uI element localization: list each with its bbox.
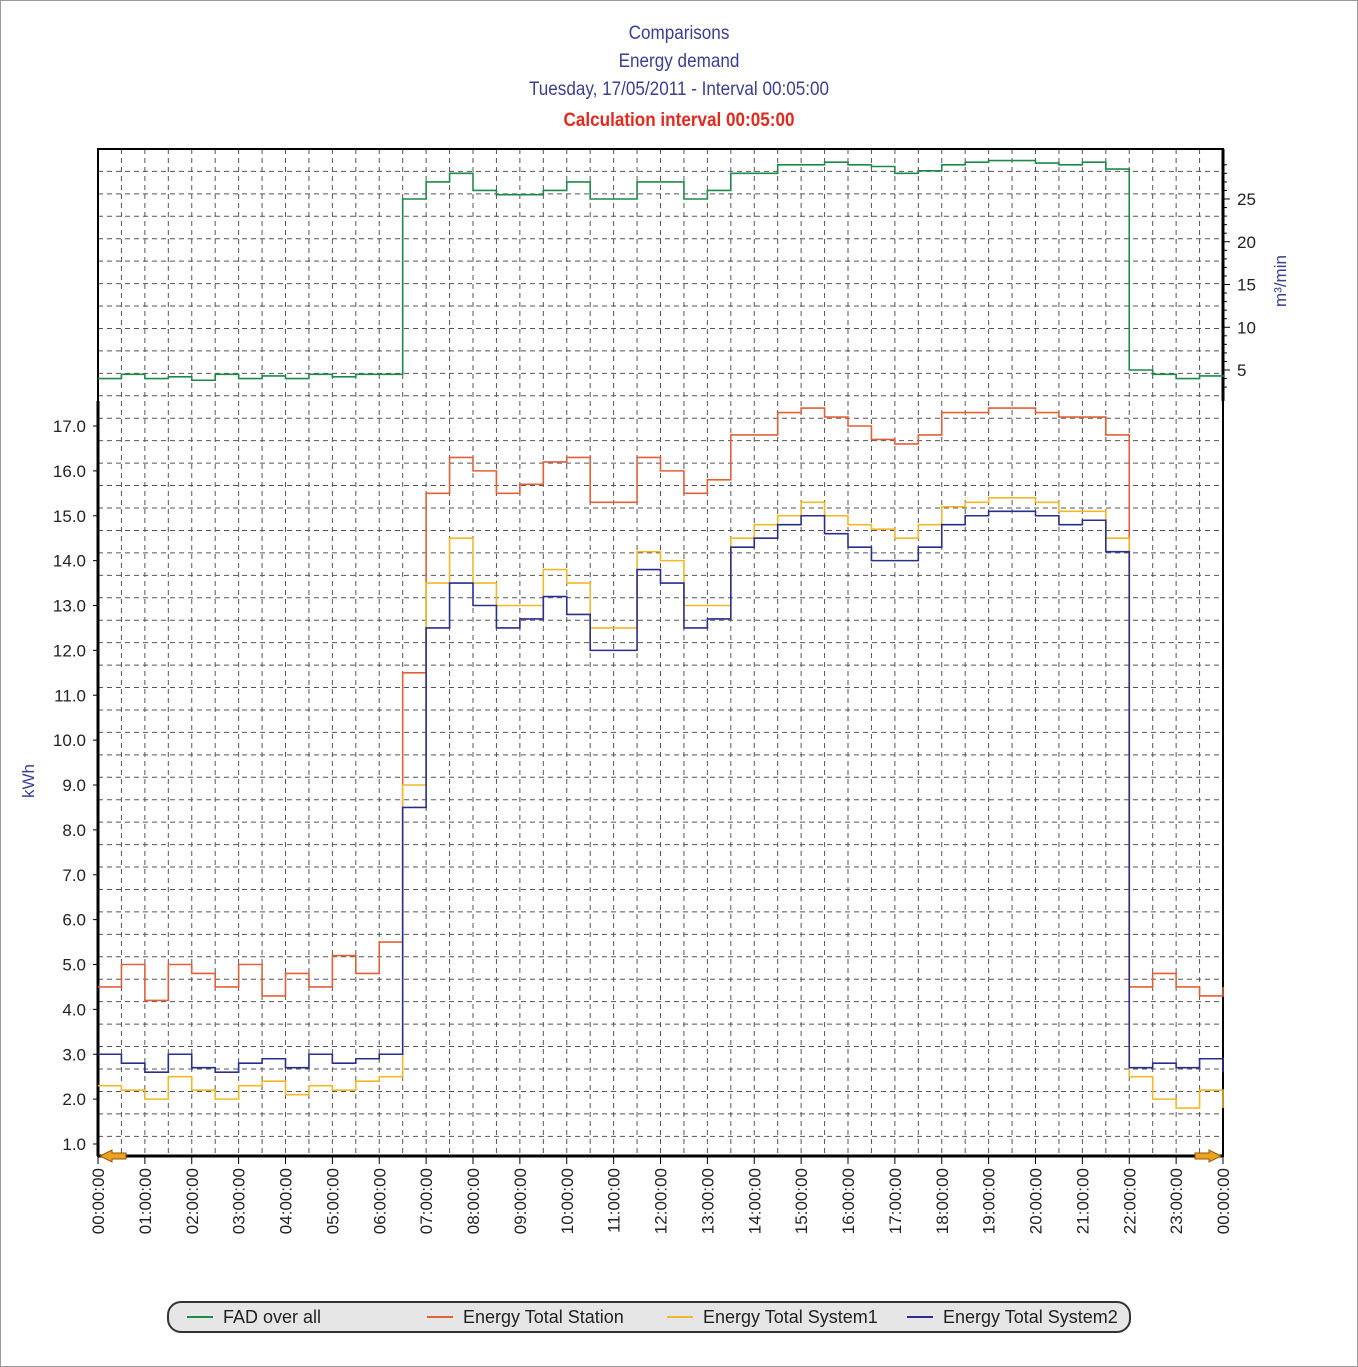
x-tick-label: 08:00:00 (464, 1168, 483, 1234)
x-tick-label: 13:00:00 (698, 1168, 717, 1234)
x-tick-label: 00:00:00 (1214, 1168, 1233, 1234)
y-tick-label: 3.0 (62, 1045, 86, 1064)
x-tick-label: 03:00:00 (230, 1168, 249, 1234)
y2-tick-label: 20 (1237, 233, 1256, 252)
x-tick-label: 15:00:00 (792, 1168, 811, 1234)
legend: FAD over all Energy Total Station Energy T… (167, 1301, 1131, 1333)
y-tick-label: 15.0 (53, 507, 86, 526)
x-tick-label: 12:00:00 (652, 1168, 671, 1234)
legend-item: FAD over all (187, 1307, 409, 1328)
series-line-fad-over-all (98, 159, 1224, 382)
y-tick-label: 16.0 (53, 462, 86, 481)
x-tick-label: 17:00:00 (886, 1168, 905, 1234)
x-tick-label: 00:00:00 (89, 1168, 108, 1234)
y-tick-label: 13.0 (53, 597, 86, 616)
x-tick-label: 14:00:00 (745, 1168, 764, 1234)
series-line-energy-total-system1 (98, 497, 1224, 1109)
y-tick-label: 5.0 (62, 956, 86, 975)
y2-tick-label: 25 (1237, 190, 1256, 209)
series-line-energy-total-station (98, 407, 1224, 1002)
y2-tick-label: 15 (1237, 276, 1256, 295)
legend-item: Energy Total System2 (907, 1307, 1129, 1328)
plot-area: 1.0 2.0 3.0 4.0 5.0 6.0 7.0 8.0 9.0 10.0 11.0 12.0 1… (19, 148, 1290, 1234)
scroll-right-arrow-icon (1194, 1149, 1223, 1163)
x-tick-label: 06:00:00 (370, 1168, 389, 1234)
chart-subtitle-2: Tuesday, 17/05/2011 - Interval 00:05:00 (528, 79, 830, 100)
calculation-interval: Calculation interval 00:05:00 (563, 110, 795, 131)
chart-title: Comparisons (628, 23, 730, 44)
x-tick-label: 23:00:00 (1167, 1168, 1186, 1234)
x-tick-label: 04:00:00 (277, 1168, 296, 1234)
y-tick-label: 4.0 (62, 1000, 86, 1019)
y-tick-label: 2.0 (62, 1090, 86, 1109)
x-tick-label: 19:00:00 (980, 1168, 999, 1234)
x-tick-label: 02:00:00 (183, 1168, 202, 1234)
x-tick-label: 07:00:00 (417, 1168, 436, 1234)
y2-tick-label: 10 (1237, 318, 1256, 337)
y-tick-label: 12.0 (53, 641, 86, 660)
x-tick-label: 20:00:00 (1027, 1168, 1046, 1234)
x-tick-label: 22:00:00 (1120, 1168, 1139, 1234)
y-tick-label: 11.0 (54, 686, 86, 705)
legend-swatch (427, 1316, 453, 1318)
legend-item: Energy Total System1 (667, 1307, 889, 1328)
x-tick-label: 18:00:00 (933, 1168, 952, 1234)
series-line-energy-total-system2 (98, 510, 1224, 1073)
y-tick-label: 10.0 (53, 731, 86, 750)
legend-label: FAD over all (223, 1306, 322, 1327)
y-tick-label: 7.0 (62, 866, 86, 885)
y-tick-label: 6.0 (62, 911, 86, 930)
y-tick-label: 9.0 (62, 776, 86, 795)
legend-swatch (907, 1316, 933, 1318)
x-tick-label: 09:00:00 (511, 1168, 530, 1234)
x-tick-label: 01:00:00 (136, 1168, 155, 1234)
y-tick-label: 14.0 (53, 552, 86, 571)
x-tick-label: 05:00:00 (323, 1168, 342, 1234)
legend-label: Energy Total Station (463, 1306, 624, 1327)
legend-item: Energy Total Station (427, 1307, 649, 1328)
y-axis-label: kWh (19, 764, 38, 798)
y2-axis-label: m³/min (1271, 255, 1290, 307)
legend-swatch (667, 1316, 693, 1318)
x-tick-label: 21:00:00 (1073, 1168, 1092, 1234)
x-tick-label: 11:00:00 (605, 1168, 624, 1233)
y-tick-label: 17.0 (53, 417, 86, 436)
y2-tick-label: 5 (1237, 361, 1246, 380)
legend-label: Energy Total System2 (943, 1306, 1118, 1327)
y-tick-label: 1.0 (62, 1135, 86, 1154)
legend-label: Energy Total System1 (703, 1306, 878, 1327)
x-tick-label: 10:00:00 (558, 1168, 577, 1234)
chart-subtitle-1: Energy demand (618, 51, 740, 72)
y-tick-label: 8.0 (62, 821, 86, 840)
legend-swatch (187, 1316, 213, 1318)
scroll-left-arrow-icon (98, 1149, 127, 1163)
x-tick-label: 16:00:00 (839, 1168, 858, 1234)
